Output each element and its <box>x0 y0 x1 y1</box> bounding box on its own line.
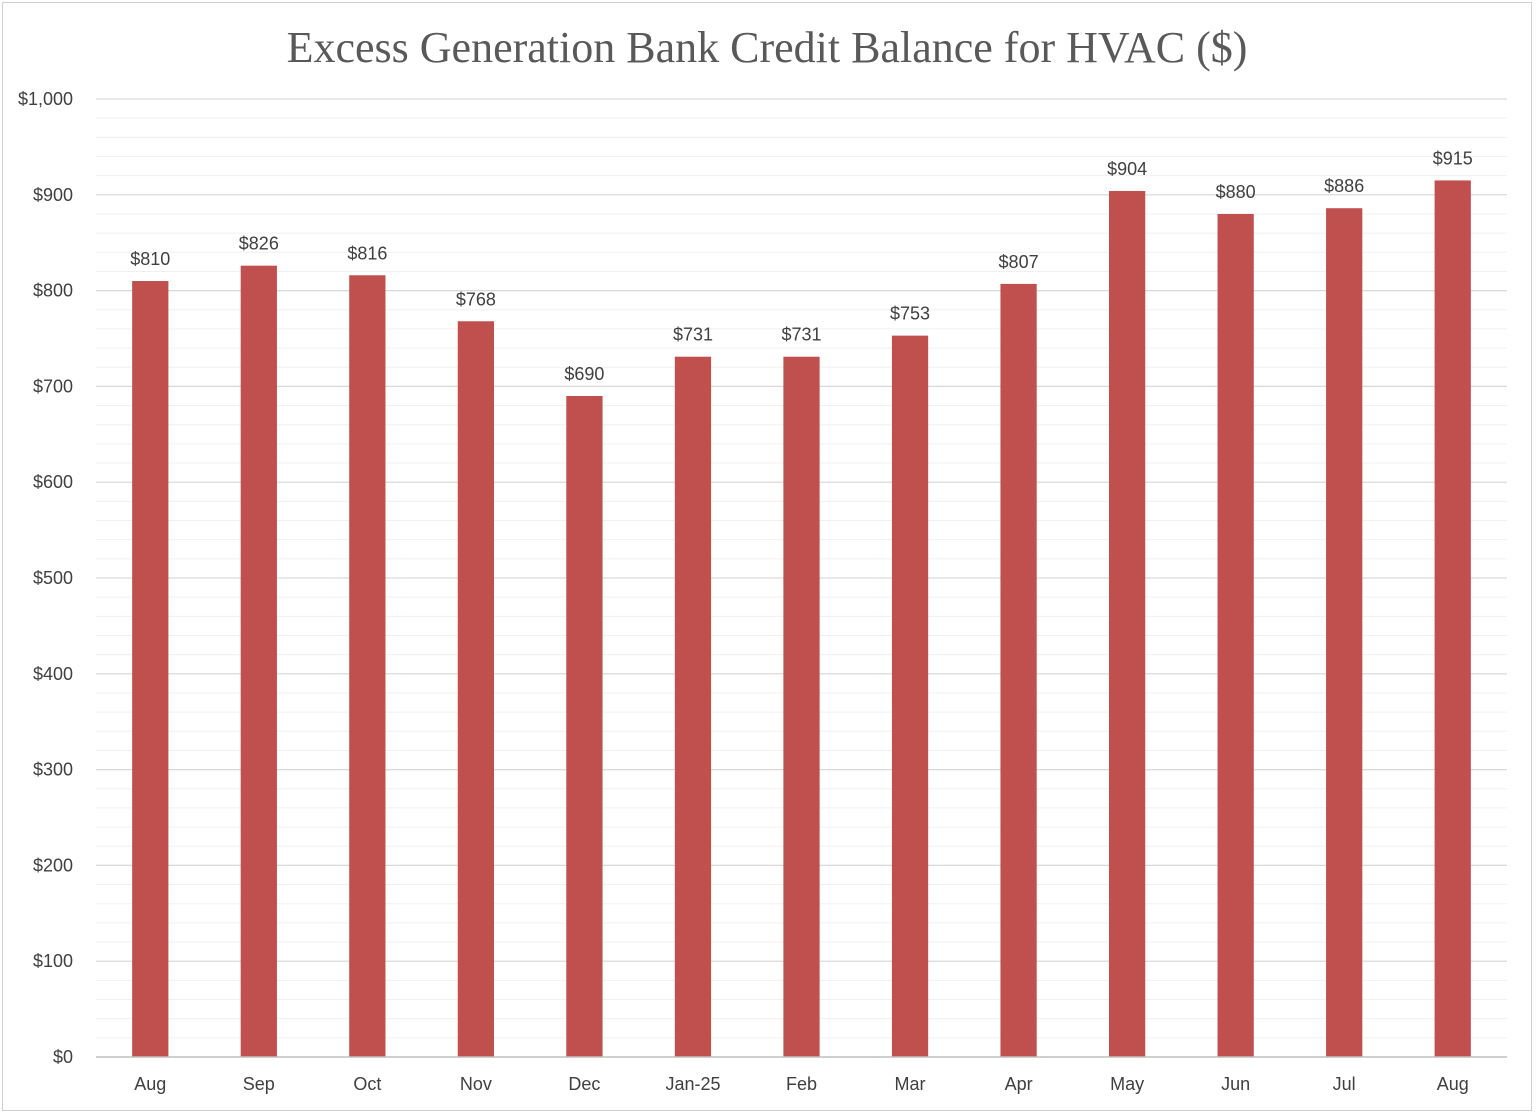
data-label: $886 <box>1324 176 1364 196</box>
data-label: $690 <box>564 364 604 384</box>
bar <box>132 281 169 1057</box>
data-labels: $810 $826 $816 $768 $690 $731 $731 $753 $807 $904… <box>130 148 1473 384</box>
category-label: Dec <box>568 1074 600 1094</box>
y-tick-label: $0 <box>53 1047 73 1067</box>
y-tick-label: $300 <box>33 760 73 780</box>
data-label: $880 <box>1216 182 1256 202</box>
y-tick-label: $400 <box>33 664 73 684</box>
bar <box>1217 213 1254 1057</box>
y-tick-label: $700 <box>33 376 73 396</box>
category-label: Aug <box>1437 1074 1469 1094</box>
data-label: $826 <box>239 234 279 254</box>
bar <box>1000 283 1037 1057</box>
bar <box>891 335 929 1058</box>
y-tick-label: $600 <box>33 472 73 492</box>
x-axis-category-labels: Aug Sep Oct Nov Dec Jan-25 Feb Mar Apr May Jun Jul A… <box>134 1074 1468 1094</box>
category-label: Apr <box>1005 1074 1033 1094</box>
category-label: Aug <box>134 1074 166 1094</box>
y-axis-tick-labels: $0 $100 $200 $300 $400 $500 $600 $700 $800 $900 $1… <box>18 89 73 1067</box>
bar <box>674 356 712 1057</box>
bar <box>349 275 386 1058</box>
category-label: Oct <box>353 1074 381 1094</box>
bar <box>1108 190 1146 1057</box>
data-label: $915 <box>1433 148 1473 168</box>
y-tick-label: $100 <box>33 951 73 971</box>
category-label: Feb <box>786 1074 817 1094</box>
y-tick-label: $500 <box>33 568 73 588</box>
bar <box>1326 208 1363 1057</box>
data-label: $768 <box>456 289 496 309</box>
data-label: $731 <box>673 325 713 345</box>
bar <box>457 321 495 1058</box>
bar-series <box>132 180 1471 1058</box>
data-label: $753 <box>890 304 930 324</box>
bar <box>783 356 820 1057</box>
category-label: May <box>1110 1074 1144 1094</box>
bar <box>1434 180 1471 1057</box>
y-tick-label: $800 <box>33 281 73 301</box>
data-label: $816 <box>347 243 387 263</box>
category-label: Jan-25 <box>665 1074 720 1094</box>
y-tick-label: $200 <box>33 855 73 875</box>
category-label: Jun <box>1221 1074 1250 1094</box>
data-label: $810 <box>130 249 170 269</box>
y-tick-label: $1,000 <box>18 89 73 109</box>
category-label: Jul <box>1333 1074 1356 1094</box>
category-label: Sep <box>243 1074 275 1094</box>
category-label: Mar <box>895 1074 926 1094</box>
data-label: $807 <box>999 252 1039 272</box>
category-label: Nov <box>460 1074 492 1094</box>
y-tick-label: $900 <box>33 185 73 205</box>
bar <box>566 395 603 1058</box>
data-label: $731 <box>781 325 821 345</box>
bar <box>240 265 277 1057</box>
chart-title: Excess Generation Bank Credit Balance fo… <box>287 23 1248 72</box>
data-label: $904 <box>1107 159 1147 179</box>
